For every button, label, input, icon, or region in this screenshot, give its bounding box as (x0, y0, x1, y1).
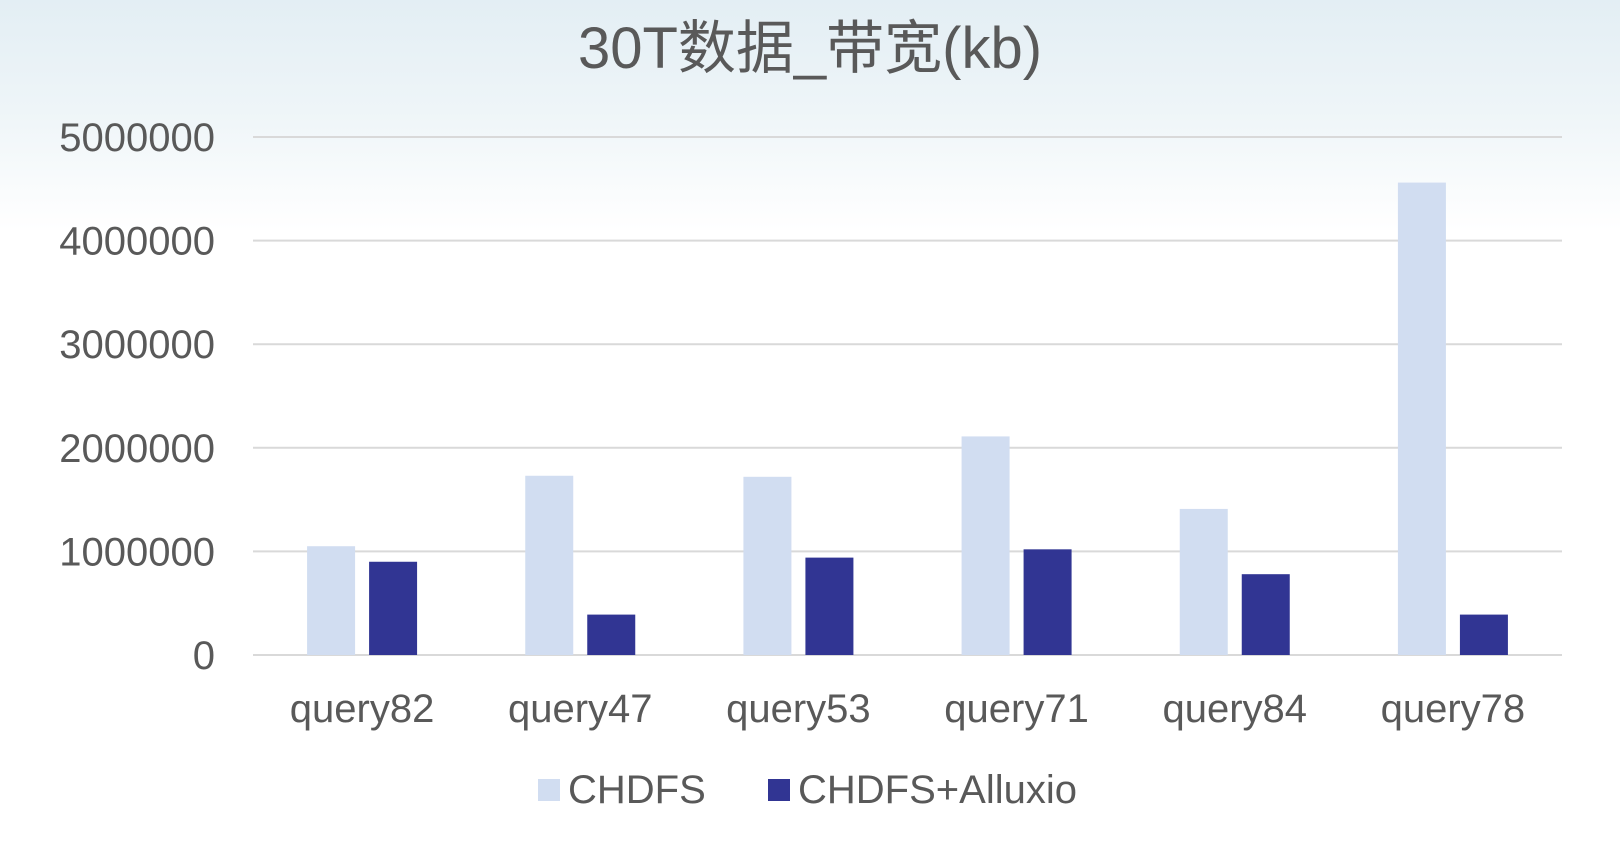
legend-swatch (538, 779, 560, 801)
x-category-label: query82 (290, 687, 435, 731)
bar-query47-chdfs (525, 475, 574, 655)
y-tick-label: 2000000 (59, 427, 215, 471)
bar-query82-chdfs-alluxio (369, 561, 418, 655)
chart-title: 30T数据_带宽(kb) (578, 16, 1042, 81)
bar-query84-chdfs (1179, 508, 1228, 655)
x-category-label: query78 (1381, 687, 1526, 731)
legend: CHDFS CHDFS+Alluxio (538, 768, 1077, 812)
x-category-label: query53 (726, 687, 871, 731)
x-axis-categories: query82 query47 query53 query71 query84 query… (290, 687, 1525, 731)
bar-query78-chdfs-alluxio (1459, 614, 1508, 655)
bar-query71-chdfs (961, 436, 1010, 655)
y-axis-ticks: 0 1000000 2000000 3000000 4000000 5000000 (59, 116, 215, 678)
y-tick-label: 4000000 (59, 220, 215, 264)
y-tick-label: 3000000 (59, 323, 215, 367)
bar-query78-chdfs (1397, 182, 1446, 656)
bar-query82-chdfs (307, 546, 356, 655)
y-tick-label: 5000000 (59, 116, 215, 160)
bar-query53-chdfs (743, 476, 792, 655)
bar-query47-chdfs-alluxio (587, 614, 636, 655)
bar-query53-chdfs-alluxio (805, 557, 854, 655)
bar-query84-chdfs-alluxio (1241, 574, 1290, 655)
gridlines (253, 136, 1562, 656)
legend-label: CHDFS+Alluxio (798, 768, 1077, 812)
x-category-label: query47 (508, 687, 653, 731)
bar-query71-chdfs-alluxio (1023, 549, 1072, 655)
x-category-label: query84 (1162, 687, 1307, 731)
x-category-label: query71 (944, 687, 1089, 731)
bars (307, 182, 1508, 656)
y-tick-label: 0 (193, 634, 215, 678)
y-tick-label: 1000000 (59, 530, 215, 574)
legend-label: CHDFS (568, 768, 706, 812)
legend-swatch (768, 779, 790, 801)
